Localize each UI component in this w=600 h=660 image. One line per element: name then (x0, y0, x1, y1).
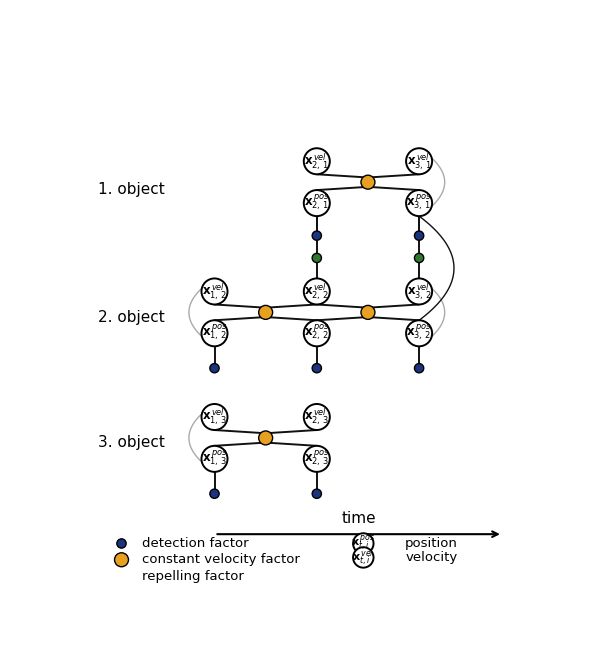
Circle shape (259, 306, 272, 319)
Text: $\mathbf{x}_{1,\,2}^{\,vel}$: $\mathbf{x}_{1,\,2}^{\,vel}$ (202, 281, 227, 302)
Circle shape (312, 364, 322, 373)
Circle shape (304, 320, 330, 346)
Circle shape (115, 553, 128, 567)
Circle shape (312, 489, 322, 498)
Circle shape (259, 431, 272, 445)
Circle shape (304, 446, 330, 472)
Text: $\mathbf{x}_{3,\,1}^{\,vel}$: $\mathbf{x}_{3,\,1}^{\,vel}$ (407, 151, 431, 172)
Text: $\mathbf{x}_{2,\,2}^{\,pos}$: $\mathbf{x}_{2,\,2}^{\,pos}$ (304, 323, 329, 343)
Text: $\mathbf{x}_{1,\,3}^{\,vel}$: $\mathbf{x}_{1,\,3}^{\,vel}$ (202, 407, 227, 428)
Text: $\mathbf{x}_{2,\,1}^{\,vel}$: $\mathbf{x}_{2,\,1}^{\,vel}$ (304, 151, 329, 172)
Circle shape (202, 320, 227, 346)
Text: $\mathbf{x}_{2,\,3}^{\,vel}$: $\mathbf{x}_{2,\,3}^{\,vel}$ (304, 407, 329, 428)
Circle shape (210, 489, 219, 498)
Circle shape (210, 364, 219, 373)
Circle shape (406, 190, 432, 216)
Circle shape (361, 175, 375, 189)
Circle shape (304, 404, 330, 430)
Circle shape (202, 279, 227, 304)
Text: 3. object: 3. object (98, 435, 165, 450)
Circle shape (415, 231, 424, 240)
Text: repelling factor: repelling factor (142, 570, 244, 583)
Text: position: position (405, 537, 458, 550)
Text: $\mathbf{x}_{3,\,2}^{\,vel}$: $\mathbf{x}_{3,\,2}^{\,vel}$ (407, 281, 431, 302)
Circle shape (117, 539, 126, 548)
Text: $\mathbf{x}_{2,\,2}^{\,vel}$: $\mathbf{x}_{2,\,2}^{\,vel}$ (304, 281, 329, 302)
Text: constant velocity factor: constant velocity factor (142, 553, 301, 566)
Text: $\mathbf{x}_{2,\,3}^{\,pos}$: $\mathbf{x}_{2,\,3}^{\,pos}$ (304, 449, 329, 469)
Text: $\mathbf{x}_{3,\,2}^{\,pos}$: $\mathbf{x}_{3,\,2}^{\,pos}$ (406, 323, 432, 343)
Circle shape (415, 364, 424, 373)
Text: $\mathbf{x}_{3,\,1}^{\,pos}$: $\mathbf{x}_{3,\,1}^{\,pos}$ (406, 193, 432, 213)
Circle shape (361, 306, 375, 319)
Circle shape (312, 253, 322, 263)
Text: 2. object: 2. object (98, 310, 165, 325)
Circle shape (415, 253, 424, 263)
Text: $\mathbf{x}_{2,\,1}^{\,pos}$: $\mathbf{x}_{2,\,1}^{\,pos}$ (304, 193, 329, 213)
Circle shape (353, 547, 374, 568)
Circle shape (406, 320, 432, 346)
Text: $\mathbf{x}_{t,i}^{\,vel}$: $\mathbf{x}_{t,i}^{\,vel}$ (352, 547, 374, 568)
Text: $\mathbf{x}_{1,\,2}^{\,pos}$: $\mathbf{x}_{1,\,2}^{\,pos}$ (202, 323, 227, 343)
Text: time: time (341, 512, 376, 526)
Circle shape (406, 148, 432, 174)
Text: 1. object: 1. object (98, 182, 165, 197)
Circle shape (304, 148, 330, 174)
Circle shape (353, 533, 374, 554)
Circle shape (312, 231, 322, 240)
Text: $\mathbf{x}_{1,\,3}^{\,pos}$: $\mathbf{x}_{1,\,3}^{\,pos}$ (202, 449, 227, 469)
Circle shape (202, 446, 227, 472)
Circle shape (202, 404, 227, 430)
Text: detection factor: detection factor (142, 537, 249, 550)
Circle shape (117, 572, 126, 581)
Circle shape (406, 279, 432, 304)
Circle shape (304, 190, 330, 216)
Text: $\mathbf{x}_{t,i}^{\,pos}$: $\mathbf{x}_{t,i}^{\,pos}$ (351, 534, 376, 553)
Circle shape (304, 279, 330, 304)
Text: velocity: velocity (405, 551, 457, 564)
